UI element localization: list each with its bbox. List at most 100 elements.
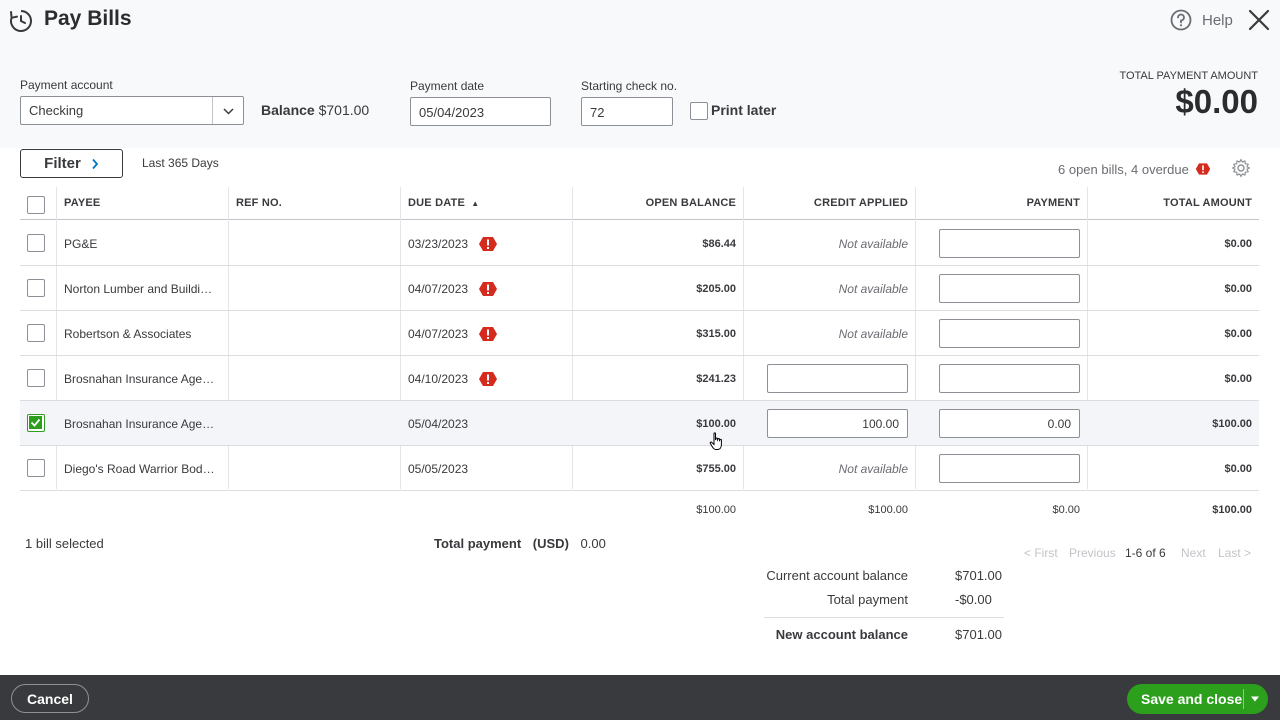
row-checkbox[interactable]: [27, 279, 45, 297]
pager-first[interactable]: < First: [1024, 546, 1058, 560]
credit-applied-cell: Not available: [839, 221, 908, 266]
due-date-text: 05/04/2023: [408, 416, 469, 431]
table-row[interactable]: PG&E 03/23/2023 $86.44 Not available $0.00: [20, 221, 1259, 266]
page-title: Pay Bills: [44, 7, 132, 30]
select-divider: [212, 97, 213, 124]
payment-input[interactable]: [939, 319, 1080, 348]
col-payee[interactable]: PAYEE: [64, 197, 101, 209]
payment-input[interactable]: [939, 274, 1080, 303]
table-row[interactable]: Brosnahan Insurance Age… 05/04/2023 $100.0…: [20, 401, 1259, 446]
payee-cell[interactable]: Diego's Road Warrior Bod…: [64, 461, 215, 476]
table-row[interactable]: Diego's Road Warrior Bod… 05/05/2023 $755.…: [20, 446, 1259, 491]
column-divider: [743, 187, 744, 489]
column-divider: [1087, 187, 1088, 489]
due-date-text: 05/05/2023: [408, 461, 469, 476]
pager-range: 1-6 of 6: [1125, 546, 1166, 560]
payment-input[interactable]: [939, 364, 1080, 393]
starting-check-input[interactable]: 72: [581, 97, 673, 126]
total-amount-cell: $0.00: [1224, 282, 1252, 295]
starting-check-label: Starting check no.: [581, 79, 678, 93]
cancel-button[interactable]: Cancel: [11, 684, 89, 713]
current-balance-value: $701.00: [955, 568, 1002, 583]
due-date-cell: 05/04/2023: [408, 401, 468, 446]
payee-cell[interactable]: PG&E: [64, 236, 98, 251]
overdue-alert-icon[interactable]: [478, 371, 498, 387]
checkmark-icon: [29, 416, 42, 429]
overdue-alert-icon[interactable]: [478, 281, 498, 297]
payment-date-input[interactable]: 05/04/2023: [410, 97, 551, 126]
total-amount-cell: $100.00: [1212, 417, 1252, 430]
payee-cell[interactable]: Norton Lumber and Buildi…: [64, 281, 213, 296]
column-divider: [915, 187, 916, 489]
help-label: Help: [1202, 11, 1233, 29]
total-payment-amount-label: TOTAL PAYMENT AMOUNT: [1119, 70, 1258, 82]
footer-bar: [0, 675, 1280, 720]
row-checkbox[interactable]: [27, 234, 45, 252]
table-row[interactable]: Robertson & Associates 04/07/2023 $315.00 N…: [20, 311, 1259, 356]
gear-icon[interactable]: [1231, 158, 1251, 178]
payment-account-label: Payment account: [20, 78, 113, 92]
payment-account-select[interactable]: Checking: [20, 96, 244, 125]
payment-input[interactable]: [939, 229, 1080, 258]
total-amount-cell: $0.00: [1224, 237, 1252, 250]
payment-input[interactable]: [939, 454, 1080, 483]
pager-last[interactable]: Last >: [1218, 546, 1252, 560]
save-and-close-button[interactable]: Save and close: [1127, 684, 1268, 714]
open-balance-cell: $100.00: [696, 417, 736, 430]
overdue-alert-icon[interactable]: [478, 236, 498, 252]
column-divider: [56, 187, 57, 489]
close-icon[interactable]: [1247, 8, 1271, 32]
account-balance: Balance $701.00: [261, 102, 369, 118]
pager-previous[interactable]: Previous: [1069, 546, 1116, 560]
col-ref-no[interactable]: REF NO.: [236, 197, 283, 209]
payee-cell[interactable]: Robertson & Associates: [64, 326, 192, 341]
print-later-label: Print later: [711, 102, 777, 118]
open-balance-cell: $315.00: [696, 327, 736, 340]
not-available-text: Not available: [838, 281, 908, 296]
col-total-amount[interactable]: TOTAL AMOUNT: [1163, 197, 1252, 209]
row-checkbox[interactable]: [27, 324, 45, 342]
total-amount-cell: $0.00: [1224, 462, 1252, 475]
col-due-date[interactable]: DUE DATE ▲: [408, 197, 479, 209]
new-balance-value: $701.00: [955, 627, 1002, 642]
filter-button[interactable]: Filter: [20, 149, 123, 178]
payee-cell[interactable]: Brosnahan Insurance Age…: [64, 416, 215, 431]
balance-label: Balance: [261, 102, 315, 118]
col-credit-applied[interactable]: CREDIT APPLIED: [813, 197, 908, 209]
credit-applied-input[interactable]: [767, 364, 908, 393]
caret-down-icon[interactable]: [1250, 695, 1260, 703]
due-date-text: 03/23/2023: [408, 236, 469, 251]
table-row[interactable]: Norton Lumber and Buildi… 04/07/2023 $205.…: [20, 266, 1259, 311]
question-circle-icon: [1170, 9, 1192, 31]
hand-pointer-icon: [709, 432, 722, 450]
total-payment-summary: Total payment (USD) 0.00: [434, 536, 606, 551]
payee-cell[interactable]: Brosnahan Insurance Age…: [64, 371, 215, 386]
row-checkbox[interactable]: [27, 414, 45, 432]
credit-applied-cell: Not available: [839, 446, 908, 491]
overdue-alert-icon[interactable]: [478, 326, 498, 342]
not-available-text: Not available: [838, 461, 908, 476]
print-later-checkbox[interactable]: [690, 102, 708, 120]
chevron-down-icon: [223, 108, 234, 115]
pager-next[interactable]: Next: [1181, 546, 1206, 560]
due-date-cell: 04/07/2023: [408, 311, 498, 356]
row-checkbox[interactable]: [27, 369, 45, 387]
payment-input[interactable]: 0.00: [939, 409, 1080, 438]
total-payment-column: $0.00: [1052, 504, 1080, 516]
due-date-cell: 05/05/2023: [408, 446, 468, 491]
col-open-balance[interactable]: OPEN BALANCE: [645, 197, 736, 209]
overdue-alert-icon: [1195, 163, 1211, 175]
new-balance-label: New account balance: [775, 627, 908, 642]
balance-value: $701.00: [318, 102, 370, 118]
summary-total-payment-value: -$0.00: [955, 592, 992, 607]
credit-applied-input[interactable]: 100.00: [767, 409, 908, 438]
select-all-checkbox[interactable]: [27, 196, 45, 214]
help-button[interactable]: Help: [1170, 8, 1233, 32]
due-date-text: 04/10/2023: [408, 371, 469, 386]
row-checkbox[interactable]: [27, 459, 45, 477]
table-header: PAYEE REF NO. DUE DATE ▲ OPEN BALANCE CR…: [20, 187, 1259, 220]
open-bills-summary: 6 open bills, 4 overdue: [1058, 161, 1211, 177]
table-row[interactable]: Brosnahan Insurance Age… 04/10/2023 $241.2…: [20, 356, 1259, 401]
col-payment[interactable]: PAYMENT: [1026, 197, 1080, 209]
total-payment-label: Total payment: [434, 536, 522, 551]
